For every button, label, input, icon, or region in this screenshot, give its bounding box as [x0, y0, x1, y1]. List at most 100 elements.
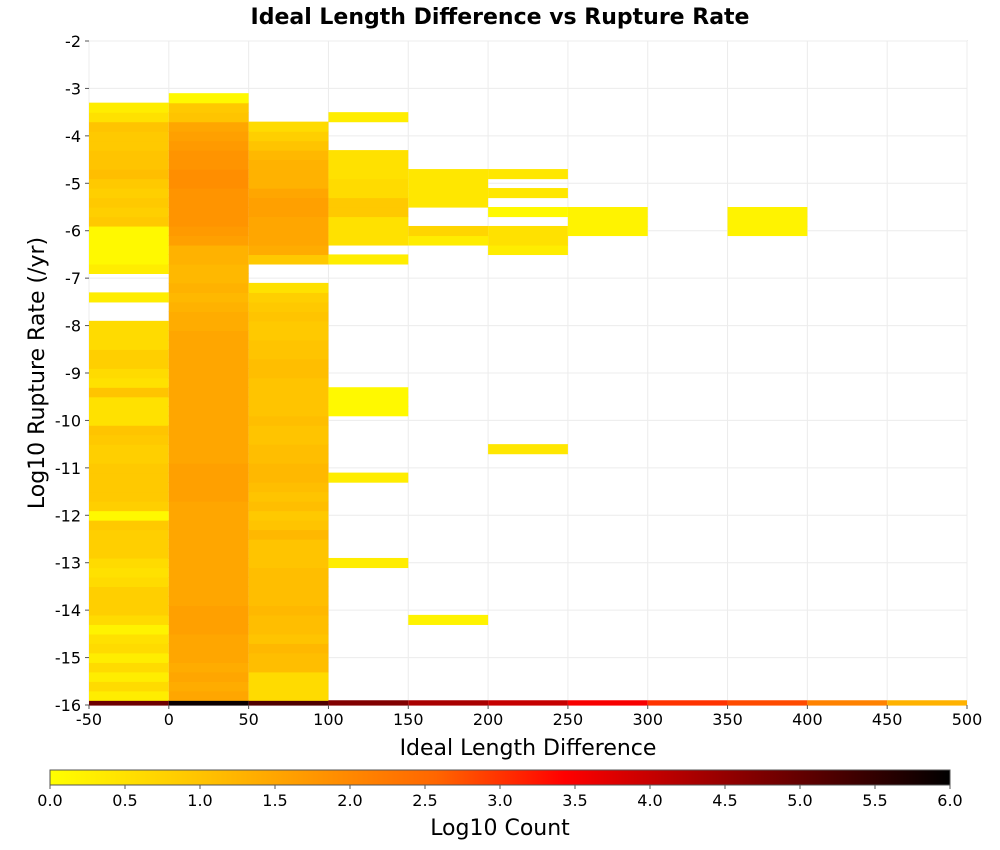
- colorbar-tick-label: 4.5: [712, 791, 737, 810]
- heatmap-cell: [89, 263, 169, 274]
- colorbar-tick-label: 5.5: [862, 791, 887, 810]
- heatmap-cell: [248, 150, 329, 161]
- heatmap-cell: [248, 586, 329, 597]
- heatmap-cell: [488, 235, 568, 246]
- y-tick-label: -4: [65, 127, 81, 146]
- heatmap-cell: [89, 472, 169, 483]
- heatmap-cell: [168, 434, 249, 445]
- colorbar-tick-label: 2.0: [337, 791, 362, 810]
- heatmap-cell: [248, 434, 329, 445]
- heatmap-cell: [168, 548, 249, 559]
- heatmap-cell: [89, 216, 169, 227]
- heatmap-cell: [248, 368, 329, 379]
- heatmap-cell: [328, 225, 409, 237]
- heatmap-cell: [168, 453, 249, 464]
- heatmap-cell: [89, 368, 169, 379]
- heatmap-cell: [168, 662, 249, 673]
- heatmap-cell: [168, 643, 249, 654]
- y-tick-label: -7: [65, 269, 81, 288]
- heatmap-cell: [408, 235, 489, 246]
- heatmap-cell: [89, 349, 169, 360]
- heatmap-cell: [248, 301, 329, 312]
- heatmap-cell: [168, 681, 249, 692]
- heatmap-cell: [248, 406, 329, 417]
- heatmap-cell: [248, 244, 329, 256]
- heatmap-cell: [248, 339, 329, 350]
- heatmap-cell: [89, 662, 169, 673]
- colorbar-tick-label: 3.0: [487, 791, 512, 810]
- heatmap-cell: [89, 576, 169, 588]
- heatmap-cell: [168, 624, 249, 635]
- heatmap-cell: [248, 216, 329, 227]
- heatmap-cell: [168, 605, 249, 616]
- x-tick-label: 50: [238, 710, 258, 729]
- heatmap-cell: [89, 140, 169, 151]
- chart-title: Ideal Length Difference vs Rupture Rate: [251, 5, 750, 30]
- y-tick-label: -14: [55, 601, 81, 620]
- heatmap-cell: [248, 662, 329, 673]
- x-tick-label: -50: [76, 710, 102, 729]
- heatmap-cell: [727, 216, 808, 227]
- heatmap-cell: [168, 207, 249, 218]
- heatmap-cell: [168, 567, 249, 578]
- heatmap-cell: [248, 415, 329, 426]
- heatmap-cell: [168, 178, 249, 189]
- heatmap-cell: [89, 244, 169, 256]
- heatmap-cell: [168, 159, 249, 170]
- heatmap-cell: [89, 292, 169, 303]
- y-tick-label: -15: [55, 649, 81, 668]
- heatmap-cell: [168, 520, 249, 531]
- heatmap-cell: [168, 150, 249, 161]
- heatmap-cell: [488, 225, 568, 237]
- heatmap-cell: [727, 700, 808, 706]
- heatmap-cell: [168, 671, 249, 682]
- heatmap-cell: [168, 396, 249, 407]
- heatmap-cell: [168, 377, 249, 388]
- y-tick-label: -5: [65, 174, 81, 193]
- heatmap-cell: [567, 216, 648, 227]
- y-tick-label: -9: [65, 364, 81, 383]
- heatmap-cell: [328, 188, 409, 199]
- heatmap-cell: [89, 605, 169, 616]
- heatmap-cell: [168, 112, 249, 123]
- heatmap-cell: [328, 216, 409, 227]
- heatmap-cell: [807, 700, 888, 706]
- heatmap-cell: [328, 396, 409, 407]
- heatmap-cell: [248, 529, 329, 540]
- heatmap-cell: [89, 567, 169, 578]
- y-tick-label: -3: [65, 79, 81, 98]
- x-axis-label: Ideal Length Difference: [400, 736, 657, 761]
- heatmap-cell: [328, 254, 409, 265]
- heatmap-cell: [89, 112, 169, 123]
- heatmap-cell: [248, 131, 329, 142]
- heatmap-cell: [89, 463, 169, 474]
- x-tick-label: 400: [792, 710, 823, 729]
- heatmap-cell: [328, 150, 409, 161]
- heatmap-cell: [248, 396, 329, 407]
- heatmap-cell: [168, 595, 249, 606]
- heatmap-cell: [408, 188, 489, 199]
- colorbar-label: Log10 Count: [430, 816, 570, 841]
- heatmap-cell: [727, 207, 808, 218]
- heatmap-cell: [248, 652, 329, 663]
- heatmap-cell: [89, 520, 169, 531]
- y-axis-ticks: -2 -3 -4 -5 -6 -7 -8 -9 -10 -11 -12 -13 -14 -15 -16: [55, 32, 89, 715]
- heatmap-cell: [89, 235, 169, 246]
- heatmap-cell: [248, 681, 329, 692]
- heatmap-cell: [248, 425, 329, 436]
- heatmap-cell: [89, 501, 169, 512]
- heatmap-cell: [168, 463, 249, 474]
- heatmap-cell: [248, 159, 329, 170]
- x-tick-label: 300: [632, 710, 663, 729]
- heatmap-cell: [248, 349, 329, 360]
- heatmap-cell: [89, 434, 169, 445]
- heatmap-cell: [168, 140, 249, 151]
- x-tick-label: 0: [164, 710, 174, 729]
- heatmap-cell: [168, 491, 249, 502]
- heatmap-cell: [89, 188, 169, 199]
- heatmap-cell: [248, 254, 329, 265]
- x-tick-label: 150: [393, 710, 424, 729]
- x-tick-label: 350: [712, 710, 743, 729]
- heatmap-cell: [89, 548, 169, 559]
- heatmap-cell: [328, 159, 409, 170]
